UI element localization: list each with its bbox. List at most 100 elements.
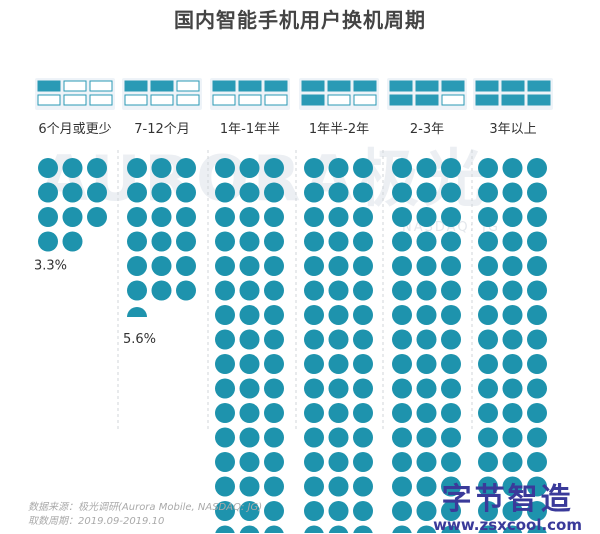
dot-mark [353,158,373,178]
dot-mark [441,158,461,178]
icon-cell [238,80,262,92]
dot-mark [416,476,437,497]
dot-mark [215,476,235,497]
value-label: 5.6% [123,332,156,347]
dot-mark [328,207,349,227]
dot-mark [151,207,172,227]
dot-mark [416,256,437,276]
dot-mark [38,182,58,203]
dot-mark [239,501,260,521]
dot-mark [264,207,284,227]
icon-cell [501,80,525,92]
dot-mark [87,182,107,203]
dot-mark [392,256,412,276]
dot-mark [527,182,547,203]
dot-mark [441,182,461,203]
dot-mark [527,158,547,178]
dot-mark [328,452,349,472]
dot-mark [527,280,547,301]
dot-mark [502,182,523,203]
icon-cell [176,80,200,92]
dot-mark [239,525,260,533]
dot-mark [264,329,284,350]
icon-cell [441,94,465,106]
dot-mark [239,231,260,252]
dot-mark [304,476,324,497]
icon-cell [150,80,174,92]
aurora-watermark: AURORA极光 [40,142,489,215]
dot-mark [441,329,461,350]
dot-mark [478,354,498,374]
dot-mark [392,501,412,521]
dot-mark [127,256,147,276]
dot-mark [328,158,349,178]
dot-mark [478,329,498,350]
dot-mark [239,182,260,203]
icon-cell [37,80,61,92]
icon-cell [264,94,288,106]
dot-mark [215,329,235,350]
dot-mark [527,378,547,399]
dot-mark [502,329,523,350]
dot-mark [239,329,260,350]
dot-mark [392,378,412,399]
icon-cell [327,94,351,106]
dot-mark [304,305,324,325]
dot-mark [416,452,437,472]
dot-mark [441,476,461,497]
dot-mark [392,305,412,325]
dot-mark [87,207,107,227]
category-label: 7-12个月 [134,122,190,137]
icon-cell [124,94,148,106]
icon-cell [63,94,87,106]
dot-mark [328,231,349,252]
dot-mark [215,305,235,325]
dot-mark [215,501,235,521]
dot-mark [328,378,349,399]
dot-mark [151,256,172,276]
dot-mark [353,256,373,276]
dot-mark [215,207,235,227]
icon-cell [89,80,113,92]
dot-mark [392,403,412,423]
dot-mark [353,280,373,301]
dot-mark [304,427,324,448]
dot-mark [62,231,83,252]
category-label: 1年半-2年 [308,122,370,137]
dot-mark [62,207,83,227]
dot-mark [264,476,284,497]
dot-mark [502,452,523,472]
dot-mark [527,525,547,533]
dot-mark [353,476,373,497]
brand-logo: 字节智造 www.zsxcool.com [433,474,582,534]
dot-mark [304,329,324,350]
dot-mark [304,525,324,533]
dot-mark [502,525,523,533]
dot-mark [353,452,373,472]
dot-mark [353,525,373,533]
dot-mark [527,354,547,374]
dot-mark [353,354,373,374]
dot-mark [87,158,107,178]
dot-mark [304,158,324,178]
dot-mark [392,525,412,533]
dot-mark [392,182,412,203]
dot-mark [264,452,284,472]
dot-mark [502,256,523,276]
dot-mark [239,378,260,399]
icon-cell [353,94,377,106]
dot-mark [215,378,235,399]
dot-mark [328,501,349,521]
dot-mark [527,231,547,252]
dot-mark [215,158,235,178]
dot-mark [353,182,373,203]
dot-mark [478,231,498,252]
icon-cell [527,80,551,92]
dot-mark [264,305,284,325]
dot-mark [176,207,196,227]
dot-mark [441,256,461,276]
dot-mark [353,403,373,423]
dot-mark [264,354,284,374]
dot-mark [478,476,498,497]
